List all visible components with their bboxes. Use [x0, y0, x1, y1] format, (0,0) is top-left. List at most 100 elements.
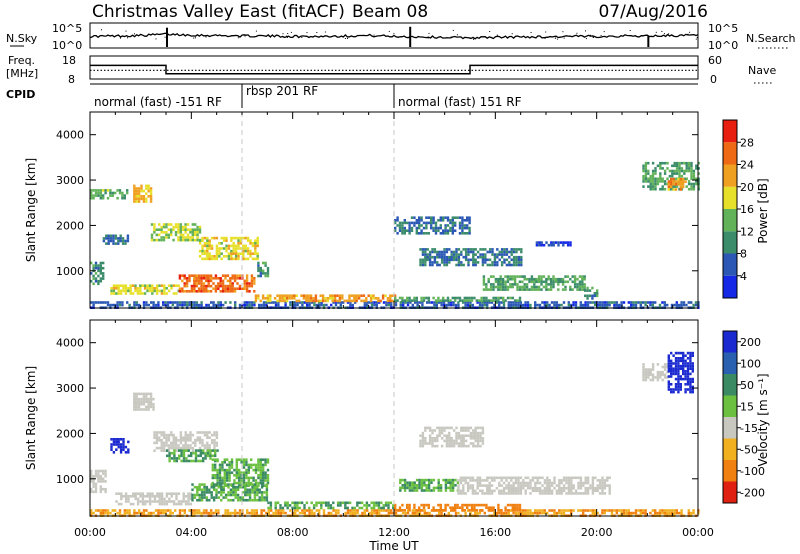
heatmap-cell	[410, 216, 414, 219]
heatmap-cell	[548, 479, 551, 482]
heatmap-cell	[229, 284, 232, 288]
heatmap-cell	[232, 488, 235, 492]
heatmap-cell	[411, 511, 414, 515]
heatmap-cell	[431, 439, 434, 443]
heatmap-cell	[149, 195, 153, 198]
heatmap-cell	[485, 283, 488, 286]
heatmap-cell	[298, 506, 301, 510]
heatmap-cell	[514, 503, 517, 507]
heatmap-cell	[452, 258, 456, 262]
heatmap-cell	[586, 486, 590, 490]
heatmap-cell	[546, 486, 549, 490]
heatmap-cell	[104, 474, 107, 478]
heatmap-cell	[654, 187, 657, 191]
heatmap-cell	[425, 296, 428, 300]
heatmap-cell	[443, 253, 446, 256]
heatmap-cell	[325, 303, 328, 307]
heatmap-cell	[301, 303, 304, 307]
heatmap-cell	[534, 476, 537, 480]
heatmap-cell	[457, 431, 461, 435]
heatmap-cell	[236, 287, 239, 290]
heatmap-cell	[165, 287, 168, 290]
heatmap-cell	[348, 501, 352, 505]
heatmap-cell	[327, 504, 330, 507]
heatmap-cell	[455, 248, 458, 251]
heatmap-cell	[226, 274, 230, 277]
heatmap-cell	[235, 481, 238, 485]
heatmap-cell	[573, 285, 577, 289]
heatmap-cell	[183, 274, 186, 277]
heatmap-cell	[183, 509, 186, 512]
heatmap-cell	[584, 489, 587, 493]
heatmap-cell	[579, 479, 583, 482]
heatmap-cell	[244, 236, 247, 240]
heatmap-cell	[439, 232, 442, 235]
heatmap-cell	[452, 442, 456, 445]
heatmap-cell	[127, 500, 130, 503]
heatmap-cell	[220, 493, 223, 497]
heatmap-cell	[240, 471, 243, 474]
heatmap-cell	[467, 263, 470, 267]
heatmap-cell	[162, 236, 166, 239]
heatmap-cell	[200, 511, 203, 515]
heatmap-cell	[439, 219, 442, 222]
heatmap-cell	[424, 258, 427, 262]
heatmap-cell	[656, 164, 660, 168]
heatmap-cell	[663, 182, 667, 186]
heatmap-cell	[94, 474, 98, 478]
heatmap-cell	[413, 299, 416, 302]
heatmap-cell	[562, 476, 566, 480]
heatmap-cell	[598, 492, 602, 495]
heatmap-cell	[543, 481, 547, 485]
heatmap-cell	[293, 294, 296, 297]
heatmap-cell	[461, 232, 464, 235]
heatmap-cell	[442, 303, 446, 307]
heatmap-cell	[351, 506, 354, 510]
heatmap-cell	[666, 182, 669, 186]
heatmap-cell	[431, 250, 434, 254]
heatmap-cell	[112, 451, 116, 454]
heatmap-cell	[159, 511, 162, 515]
heatmap-cell	[258, 491, 261, 494]
heatmap-cell	[440, 258, 444, 262]
heatmap-cell	[671, 174, 674, 178]
heatmap-cell	[437, 481, 440, 484]
heatmap-cell	[248, 483, 252, 486]
heatmap-cell	[250, 282, 254, 285]
heatmap-cell	[212, 485, 216, 489]
heatmap-cell	[470, 296, 474, 300]
heatmap-cell	[306, 509, 309, 512]
heatmap-cell	[112, 242, 115, 245]
heatmap-cell	[169, 301, 172, 304]
heatmap-cell	[447, 478, 450, 482]
heatmap-cell	[516, 506, 519, 509]
heatmap-cell	[182, 238, 185, 242]
heatmap-cell	[262, 458, 265, 461]
heatmap-cell	[488, 489, 491, 493]
heatmap-cell	[517, 248, 521, 251]
heatmap-cell	[589, 509, 592, 512]
heatmap-cell	[253, 282, 256, 285]
heatmap-cell	[278, 294, 282, 297]
heatmap-cell	[147, 400, 150, 403]
nave-tick-top: 60	[708, 54, 722, 67]
heatmap-cell	[172, 439, 175, 442]
heatmap-cell	[649, 303, 652, 307]
heatmap-cell	[470, 509, 474, 512]
heatmap-cell	[502, 511, 506, 515]
heatmap-cell	[150, 511, 153, 515]
heatmap-cell	[670, 367, 673, 370]
heatmap-cell	[259, 274, 262, 278]
heatmap-cell	[545, 241, 548, 244]
nsky-spike	[166, 27, 168, 47]
heatmap-cell	[401, 229, 404, 232]
heatmap-cell	[160, 292, 164, 295]
heatmap-cell	[253, 483, 257, 486]
heatmap-cell	[513, 277, 517, 281]
heatmap-cell	[99, 196, 102, 200]
heatmap-cell	[644, 376, 648, 379]
heatmap-cell	[121, 196, 124, 200]
heatmap-cell	[564, 241, 567, 244]
heatmap-cell	[498, 303, 501, 307]
heatmap-cell	[686, 362, 690, 365]
